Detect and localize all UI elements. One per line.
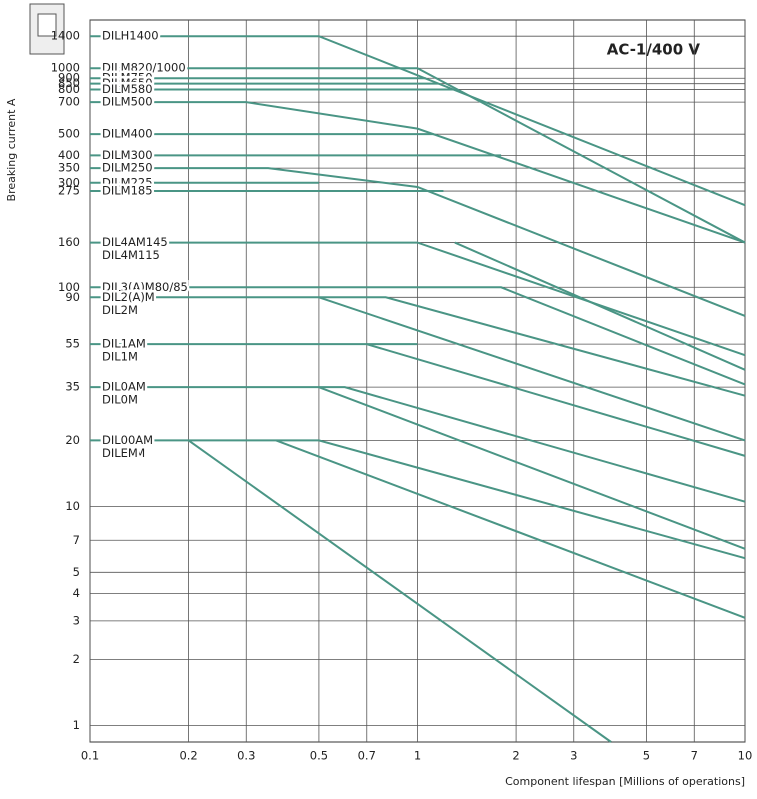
y-tick-label: 500 bbox=[58, 127, 80, 141]
series-label: DIL4AM145 bbox=[102, 235, 168, 249]
y-tick-label: 7 bbox=[73, 533, 80, 547]
x-tick-label: 5 bbox=[643, 749, 650, 763]
series-label: DIL0AM bbox=[102, 380, 146, 394]
y-tick-label: 3 bbox=[73, 613, 80, 627]
y-tick-label: 20 bbox=[65, 433, 80, 447]
chart-title: AC-1/400 V bbox=[607, 41, 701, 59]
series-label: DILEM bbox=[102, 446, 138, 460]
y-tick-label: 1400 bbox=[51, 29, 80, 43]
x-tick-label: 10 bbox=[738, 749, 753, 763]
series-line bbox=[318, 296, 746, 442]
y-tick-label: 4 bbox=[73, 586, 80, 600]
series-label: DILM300 bbox=[102, 148, 153, 162]
series-label: DILM750 bbox=[102, 71, 153, 85]
series-label: DILM250 bbox=[102, 161, 153, 175]
x-axis-label: Component lifespan [Millions of operatio… bbox=[505, 775, 745, 788]
y-tick-label: 160 bbox=[58, 235, 80, 249]
y-tick-label: 275 bbox=[58, 184, 80, 198]
series-label: DILM500 bbox=[102, 95, 153, 109]
y-tick-label: 5 bbox=[73, 565, 80, 579]
y-tick-label: 350 bbox=[58, 161, 80, 175]
series-line bbox=[90, 101, 746, 244]
series-label: DIL00M bbox=[102, 446, 145, 460]
series-label: DILM650 bbox=[102, 76, 153, 90]
y-axis-label: Breaking current A bbox=[5, 98, 18, 201]
x-tick-label: 1 bbox=[414, 749, 421, 763]
series-line bbox=[90, 386, 746, 503]
series-line bbox=[90, 67, 746, 244]
series-line bbox=[90, 439, 746, 560]
x-tick-label: 7 bbox=[691, 749, 698, 763]
series-line bbox=[188, 439, 612, 743]
series-label: DILM225 bbox=[102, 175, 153, 189]
series-line bbox=[275, 439, 746, 619]
series-line bbox=[366, 343, 746, 457]
x-tick-label: 2 bbox=[512, 749, 519, 763]
series-line bbox=[90, 167, 746, 317]
series-label: DIL2(A)M bbox=[102, 290, 155, 304]
series-line bbox=[90, 296, 746, 397]
y-tick-label: 850 bbox=[58, 76, 80, 90]
x-tick-label: 0.3 bbox=[237, 749, 255, 763]
y-tick-label: 90 bbox=[65, 290, 80, 304]
y-tick-label: 1000 bbox=[51, 61, 80, 75]
series-label: DIL0M bbox=[102, 393, 138, 407]
device-icon bbox=[29, 3, 65, 55]
x-tick-label: 0.1 bbox=[81, 749, 99, 763]
series-label: DIL2M bbox=[102, 303, 138, 317]
series-line bbox=[90, 286, 746, 386]
series-label: DIL1M bbox=[102, 350, 138, 364]
y-tick-label: 35 bbox=[65, 380, 80, 394]
series-line bbox=[318, 386, 746, 550]
x-tick-label: 3 bbox=[570, 749, 577, 763]
y-tick-label: 2 bbox=[73, 652, 80, 666]
series-line bbox=[90, 241, 746, 357]
series-label: DILH1400 bbox=[102, 29, 159, 43]
x-tick-label: 0.5 bbox=[310, 749, 328, 763]
x-tick-label: 0.2 bbox=[179, 749, 197, 763]
series-label: DILM820/1000 bbox=[102, 61, 186, 75]
series-label: DIL4M115 bbox=[102, 248, 160, 262]
series-label: DIL3(A)M80/85 bbox=[102, 280, 188, 294]
series-label: DIL1AM bbox=[102, 337, 146, 351]
y-tick-label: 1 bbox=[73, 718, 80, 732]
series-label: DILM580 bbox=[102, 82, 153, 96]
y-tick-label: 100 bbox=[58, 280, 80, 294]
y-tick-label: 10 bbox=[65, 499, 80, 513]
series-label: DILM185 bbox=[102, 184, 153, 198]
series-label: DILM400 bbox=[102, 127, 153, 141]
y-tick-label: 55 bbox=[65, 337, 80, 351]
x-tick-label: 0.7 bbox=[358, 749, 376, 763]
series-line bbox=[90, 35, 746, 207]
y-tick-label: 700 bbox=[58, 95, 80, 109]
y-tick-label: 900 bbox=[58, 71, 80, 85]
series-line bbox=[454, 241, 746, 371]
y-tick-label: 400 bbox=[58, 148, 80, 162]
y-tick-label: 800 bbox=[58, 82, 80, 96]
series-label: DIL00AM bbox=[102, 433, 153, 447]
y-tick-label: 300 bbox=[58, 175, 80, 189]
